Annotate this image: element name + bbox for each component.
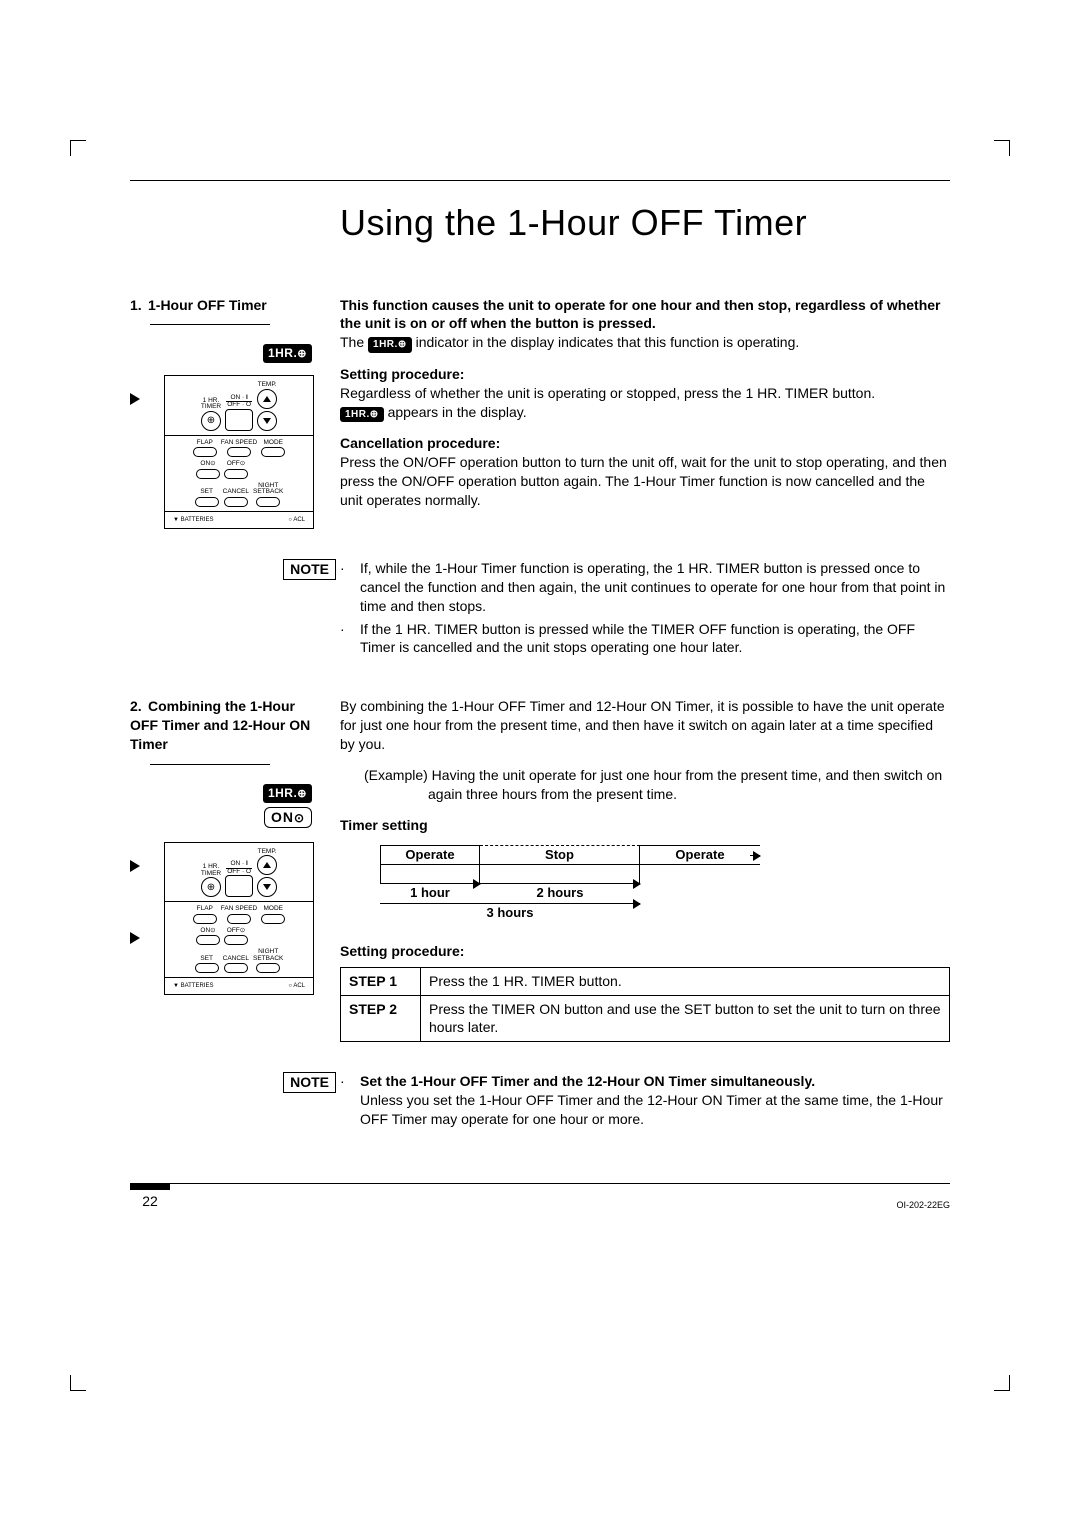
section1-notes: ·If, while the 1-Hour Timer function is … xyxy=(340,559,950,661)
section2-setting-heading: Setting procedure: xyxy=(340,942,950,961)
page-number: 22 xyxy=(130,1184,170,1211)
crop-mark xyxy=(994,140,1010,156)
step-val: Press the TIMER ON button and use the SE… xyxy=(421,995,950,1042)
pointer-arrow-icon xyxy=(130,860,140,872)
crop-mark xyxy=(994,1375,1010,1391)
remote-illustration: 1 HR. TIMER⊕ ON · I OFF · O TEMP. FLAP xyxy=(164,842,314,996)
section2-p1: By combining the 1-Hour OFF Timer and 12… xyxy=(340,697,950,754)
crop-mark xyxy=(70,140,86,156)
heading-underline xyxy=(150,324,270,325)
section1-heading: 1.1-Hour OFF Timer xyxy=(130,296,320,315)
page-title: Using the 1-Hour OFF Timer xyxy=(340,199,950,248)
note-label: NOTE xyxy=(283,1072,336,1093)
section1-cancel: Cancellation procedure: Press the ON/OFF… xyxy=(340,434,950,510)
doc-id: OI-202-22EG xyxy=(896,1199,950,1211)
section1-intro: This function causes the unit to operate… xyxy=(340,296,950,353)
section2-example: (Example) Having the unit operate for ju… xyxy=(364,766,950,804)
crop-mark xyxy=(70,1375,86,1391)
heading-underline xyxy=(150,764,270,765)
section2-heading: 2.Combining the 1-Hour OFF Timer and 12-… xyxy=(130,697,320,754)
timer-diagram: Operate Stop Operate xyxy=(380,845,950,922)
pointer-arrow-icon xyxy=(130,932,140,944)
remote-illustration: 1 HR. TIMER⊕ ON · I OFF · O TEMP. FLAP xyxy=(164,375,314,529)
step-key: STEP 1 xyxy=(341,967,421,995)
section1-setting: Setting procedure: Regardless of whether… xyxy=(340,365,950,422)
pointer-arrow-icon xyxy=(130,393,140,405)
indicator-badge: 1HR.⊕ xyxy=(263,784,312,803)
page-footer: 22 OI-202-22EG xyxy=(130,1183,950,1211)
step-val: Press the 1 HR. TIMER button. xyxy=(421,967,950,995)
indicator-badge: 1HR.⊕ xyxy=(263,344,312,363)
top-rule xyxy=(130,180,950,181)
section2-notes: · Set the 1-Hour OFF Timer and the 12-Ho… xyxy=(340,1072,950,1133)
timer-setting-heading: Timer setting xyxy=(340,816,950,835)
on-badge: ON⊙ xyxy=(264,807,312,828)
note-label: NOTE xyxy=(283,559,336,580)
step-key: STEP 2 xyxy=(341,995,421,1042)
steps-table: STEP 1 Press the 1 HR. TIMER button. STE… xyxy=(340,967,950,1043)
